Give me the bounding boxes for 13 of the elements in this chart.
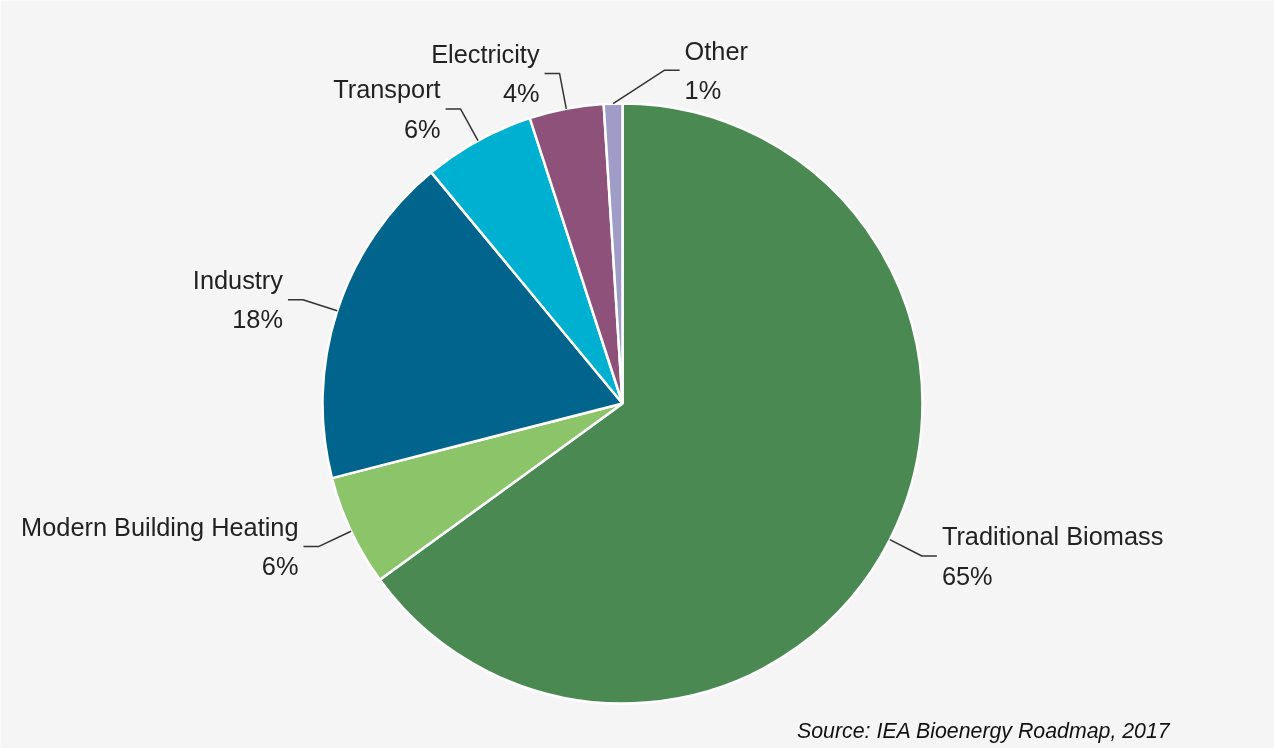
data-label: 65% (941, 561, 993, 590)
data-label: 4% (502, 79, 540, 108)
slice-label: Traditional Biomass (941, 522, 1164, 551)
slice-label: Electricity (431, 39, 540, 68)
slice-label: Modern Building Heating (21, 512, 299, 541)
data-label: 18% (232, 305, 283, 334)
slice-label: Industry (192, 266, 284, 295)
data-label: 6% (404, 114, 441, 143)
slice-label: Other (684, 36, 749, 65)
data-label: 1% (684, 75, 722, 104)
slice-label: Transport (333, 75, 441, 104)
data-label: 6% (261, 552, 299, 581)
source-note: Source: IEA Bioenergy Roadmap, 2017 (797, 718, 1171, 743)
